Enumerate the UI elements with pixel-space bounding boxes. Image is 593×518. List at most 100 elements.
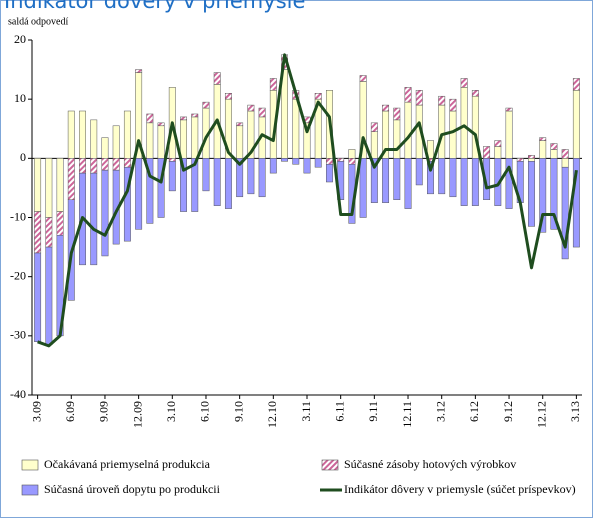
y-tick-label: 0: [20, 150, 26, 164]
bar-segment: [382, 104, 390, 112]
x-tick-label: 3.10: [164, 401, 178, 422]
bar-segment: [202, 158, 210, 192]
bar-segment: [471, 158, 479, 206]
bar-segment: [572, 90, 580, 159]
bar-segment: [34, 158, 42, 212]
bar-segment: [146, 158, 154, 224]
bar-segment: [494, 140, 502, 147]
bar-segment: [112, 125, 120, 159]
bar-segment: [359, 75, 367, 82]
bar-segment: [224, 158, 232, 209]
x-tick-label: 9.10: [231, 401, 245, 422]
bar-segment: [460, 158, 468, 206]
x-tick-label: 12.12: [534, 401, 548, 428]
bar-segment: [550, 149, 558, 159]
bar-segment: [359, 158, 367, 218]
bar-segment: [101, 169, 109, 257]
bar-segment: [168, 161, 176, 192]
bar-segment: [157, 122, 165, 127]
bar-segment: [213, 158, 221, 206]
bar-segment: [202, 101, 210, 109]
bar-segment: [528, 155, 535, 159]
bar-segment: [90, 119, 98, 159]
chart-title: Indikátor dôvery v priemysle: [4, 0, 305, 13]
bar-segment: [427, 161, 434, 195]
bar-segment: [505, 158, 513, 209]
legend-swatch: [21, 459, 39, 471]
bar-segment: [393, 107, 401, 121]
bar-segment: [236, 125, 244, 159]
bar-segment: [56, 211, 64, 236]
bar-segment: [572, 158, 580, 248]
bar-segment: [67, 158, 75, 200]
bar-segment: [292, 158, 300, 165]
bar-segment: [281, 158, 289, 162]
bar-segment: [539, 140, 547, 159]
legend-label: Indikátor dôvery v priemysle (súčet prís…: [344, 482, 576, 496]
bar-segment: [247, 104, 255, 112]
bar-segment: [393, 119, 401, 159]
bar-segment: [90, 158, 98, 174]
bar-segment: [438, 104, 446, 159]
bar-segment: [180, 158, 187, 212]
bar-segment: [123, 110, 131, 159]
x-tick-label: 3.13: [568, 401, 582, 422]
bar-segment: [123, 158, 131, 168]
x-tick-label: 12.11: [400, 401, 414, 428]
x-tick-label: 3.12: [433, 401, 447, 422]
bar-segment: [415, 90, 423, 106]
y-tick-label: 10: [14, 91, 26, 105]
bar-segment: [34, 211, 42, 254]
x-tick-label: 12.09: [130, 401, 144, 428]
bar-segment: [56, 158, 64, 212]
bar-segment: [180, 119, 187, 159]
bar-segment: [449, 158, 457, 198]
bar-segment: [325, 164, 333, 183]
bar-segment: [292, 98, 300, 159]
y-tick-label: -30: [10, 328, 26, 342]
x-tick-label: 6.12: [467, 401, 481, 422]
bar-segment: [101, 158, 109, 171]
bar-segment: [550, 158, 558, 230]
bar-segment: [460, 78, 468, 88]
bar-segment: [404, 101, 412, 159]
bar-segment: [404, 158, 412, 209]
x-tick-label: 12.10: [265, 401, 279, 428]
bar-segment: [168, 158, 176, 162]
bar-segment: [146, 113, 154, 124]
y-tick-label: 20: [14, 32, 26, 46]
bar-segment: [79, 158, 86, 174]
bar-segment: [258, 158, 266, 198]
bar-segment: [539, 158, 547, 233]
x-tick-label: 9.09: [97, 401, 111, 422]
x-tick-label: 3.09: [29, 401, 43, 422]
bar-segment: [112, 158, 120, 171]
bar-segment: [348, 149, 356, 159]
legend-swatch: [321, 459, 339, 471]
x-tick-label: 6.11: [332, 401, 346, 422]
bar-segment: [135, 158, 143, 230]
legend-swatch: [21, 484, 39, 496]
bar-segment: [438, 95, 446, 106]
bar-segment: [561, 158, 569, 168]
bar-segment: [382, 158, 390, 203]
bar-segment: [516, 158, 524, 162]
bar-segment: [123, 166, 131, 242]
bar-segment: [146, 122, 154, 159]
indicator-line: [37, 53, 578, 348]
x-tick-label: 9.12: [501, 401, 515, 422]
bar-segment: [79, 110, 86, 159]
bar-segment: [180, 116, 187, 121]
bar-segment: [247, 158, 255, 195]
bar-segment: [561, 149, 569, 159]
bar-segment: [191, 116, 199, 159]
bar-segment: [572, 78, 580, 91]
bar-segment: [45, 158, 53, 218]
bar-segment: [269, 78, 277, 91]
bar-segment: [224, 93, 232, 100]
bar-segment: [505, 107, 513, 112]
bar-segment: [337, 158, 345, 162]
bar-segment: [528, 161, 535, 227]
legend-label: Očakávaná priemyselná produkcia: [44, 457, 211, 471]
bar-segment: [258, 107, 266, 118]
